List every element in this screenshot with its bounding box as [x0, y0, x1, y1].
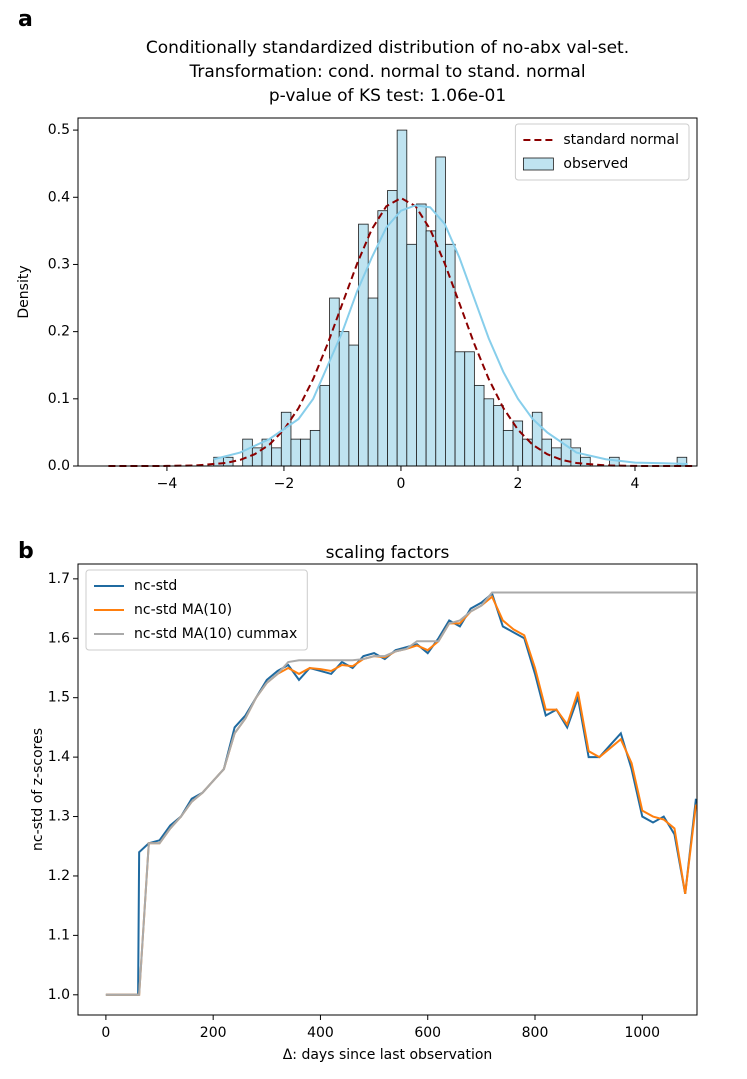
histogram-bar — [242, 438, 253, 467]
x-tick-label: 1000 — [624, 1025, 660, 1041]
x-tick-label: 4 — [631, 476, 640, 492]
histogram-bar — [367, 297, 379, 467]
histogram-bar — [541, 438, 553, 467]
histogram-bar — [435, 156, 446, 467]
legend-swatch — [522, 157, 554, 171]
histogram-bar — [387, 190, 398, 467]
panel-label: a — [18, 7, 33, 32]
chart-title: Conditionally standardized distribution … — [146, 38, 629, 58]
histogram-bar — [464, 351, 475, 467]
series-line — [105, 595, 697, 996]
histogram-bar — [502, 429, 514, 467]
x-tick-label: 400 — [307, 1025, 334, 1041]
histogram-bar — [329, 297, 340, 467]
y-tick-label: 1.2 — [48, 868, 70, 884]
y-tick-label: 1.5 — [48, 690, 70, 706]
histogram-bar — [445, 243, 456, 467]
histogram-bar — [348, 344, 359, 467]
legend-label: standard normal — [563, 132, 679, 148]
x-tick-label: 800 — [522, 1025, 549, 1041]
y-tick-label: 0.1 — [48, 391, 70, 407]
y-tick-label: 0.0 — [48, 458, 70, 474]
histogram-bar — [271, 447, 282, 467]
histogram-bar — [280, 411, 292, 467]
histogram-bar — [425, 230, 437, 467]
series-line — [105, 592, 697, 996]
y-tick-label: 0.5 — [48, 122, 70, 138]
legend-label: nc-std MA(10) — [134, 602, 232, 618]
legend-label: observed — [563, 156, 628, 172]
histogram-bar — [396, 129, 408, 467]
chart-title: Transformation: cond. normal to stand. n… — [188, 62, 585, 82]
series-line — [213, 204, 688, 465]
histogram-bar — [358, 223, 369, 467]
y-tick-label: 1.1 — [48, 927, 70, 943]
legend-box — [514, 123, 690, 181]
legend-label: nc-std — [134, 578, 177, 594]
histogram-bar — [377, 210, 388, 467]
histogram-bar — [473, 384, 485, 467]
legend-label: nc-std MA(10) cummax — [134, 626, 297, 642]
y-tick-label: 1.6 — [48, 630, 70, 646]
chart-title: p-value of KS test: 1.06e-01 — [269, 86, 506, 106]
histogram-bar — [416, 203, 427, 467]
y-tick-label: 0.2 — [48, 324, 70, 340]
histogram-bar — [300, 438, 311, 467]
histogram-bar — [319, 384, 330, 467]
series-line — [108, 196, 694, 467]
histogram-bar — [309, 429, 321, 467]
histogram-bar — [338, 331, 350, 467]
axes-frame — [77, 563, 698, 1016]
histogram-bar — [290, 438, 302, 467]
panel-label: b — [18, 539, 34, 564]
y-axis-label: nc-std of z-scores — [30, 728, 46, 851]
x-tick-label: 600 — [414, 1025, 441, 1041]
legend: standard normal observed — [514, 123, 690, 181]
y-tick-label: 0.4 — [48, 189, 70, 205]
histogram-bar — [454, 351, 466, 467]
x-tick-label: 0 — [101, 1025, 110, 1041]
x-tick-label: −4 — [157, 476, 178, 492]
y-tick-label: 1.3 — [48, 809, 70, 825]
histogram-bar — [483, 398, 495, 467]
series-line — [105, 591, 696, 996]
axes-frame — [77, 117, 698, 467]
x-tick-label: 2 — [514, 476, 523, 492]
x-tick-label: 0 — [396, 476, 405, 492]
legend-box — [85, 569, 308, 651]
histogram-bar — [493, 405, 504, 467]
histogram-bar — [406, 243, 417, 467]
y-tick-label: 1.7 — [48, 571, 70, 587]
x-tick-label: 200 — [200, 1025, 227, 1041]
histogram-bar — [512, 420, 524, 467]
y-axis-label: Density — [16, 265, 32, 318]
y-tick-label: 1.0 — [48, 987, 70, 1003]
y-tick-label: 1.4 — [48, 749, 70, 765]
legend: nc-std nc-std MA(10) nc-std MA(10) cummax — [85, 569, 308, 651]
chart-title: scaling factors — [326, 543, 450, 563]
x-tick-label: −2 — [274, 476, 295, 492]
y-tick-label: 0.3 — [48, 256, 70, 272]
x-axis-label: Δ: days since last observation — [283, 1047, 493, 1063]
